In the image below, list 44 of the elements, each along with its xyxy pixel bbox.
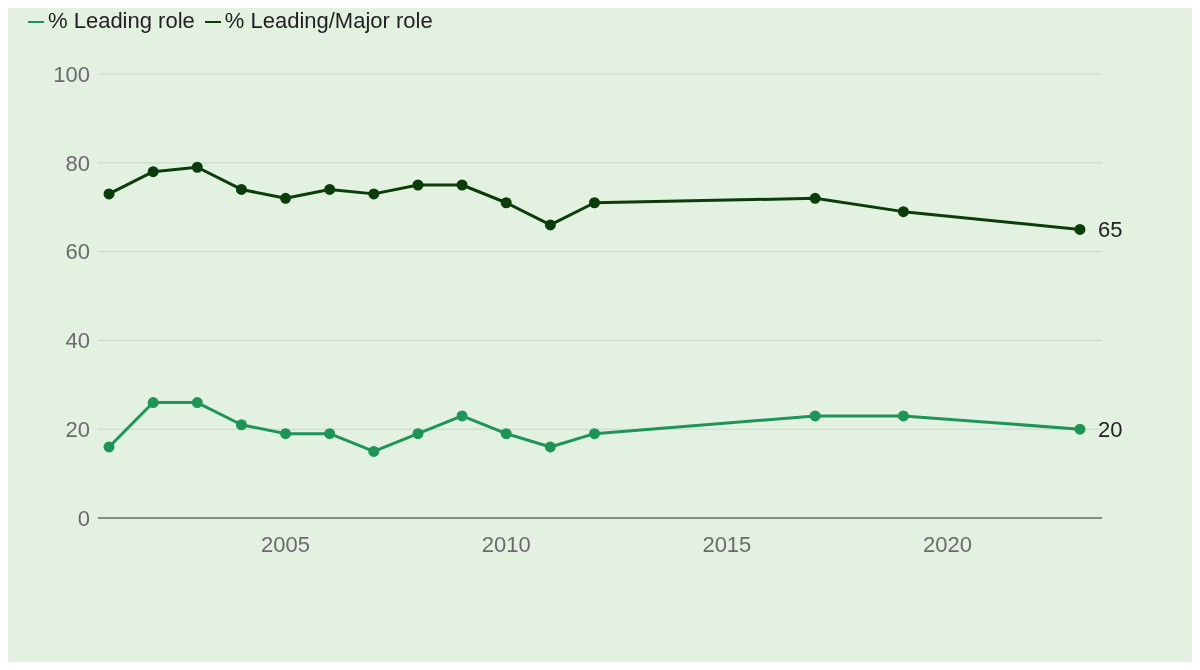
point: [544, 441, 556, 453]
point: [897, 206, 909, 218]
y-tick-label: 80: [65, 150, 90, 176]
point: [235, 419, 247, 431]
point: [368, 188, 380, 200]
point: [456, 410, 468, 422]
point: [191, 161, 203, 173]
legend-label: % Leading role: [48, 8, 195, 33]
point: [191, 397, 203, 409]
point: [544, 219, 556, 231]
point: [324, 183, 336, 195]
point: [809, 410, 821, 422]
point: [500, 197, 512, 209]
point: [280, 428, 292, 440]
point: [1074, 223, 1086, 235]
x-tick-label: 2010: [481, 531, 531, 557]
y-tick-label: 20: [65, 417, 90, 443]
x-tick-label: 2020: [923, 531, 973, 557]
legend-label: % Leading/Major role: [224, 8, 433, 33]
data-label: 65: [1097, 217, 1123, 243]
point: [897, 410, 909, 422]
point: [500, 428, 512, 440]
point: [147, 397, 159, 409]
point: [412, 428, 424, 440]
point: [324, 428, 336, 440]
x-tick-label: 2005: [261, 531, 311, 557]
point: [588, 428, 600, 440]
point: [103, 188, 115, 200]
point: [809, 192, 821, 204]
y-tick-label: 0: [77, 505, 90, 531]
point: [235, 183, 247, 195]
y-tick-label: 40: [65, 328, 90, 354]
point: [147, 166, 159, 178]
point: [368, 445, 380, 457]
y-tick-label: 60: [65, 239, 90, 265]
point: [1074, 423, 1086, 435]
point: [588, 197, 600, 209]
point: [280, 192, 292, 204]
data-label: 20: [1097, 417, 1123, 443]
point: [103, 441, 115, 453]
x-tick-label: 2015: [702, 531, 752, 557]
point: [456, 179, 468, 191]
y-tick-label: 100: [53, 61, 90, 87]
point: [412, 179, 424, 191]
